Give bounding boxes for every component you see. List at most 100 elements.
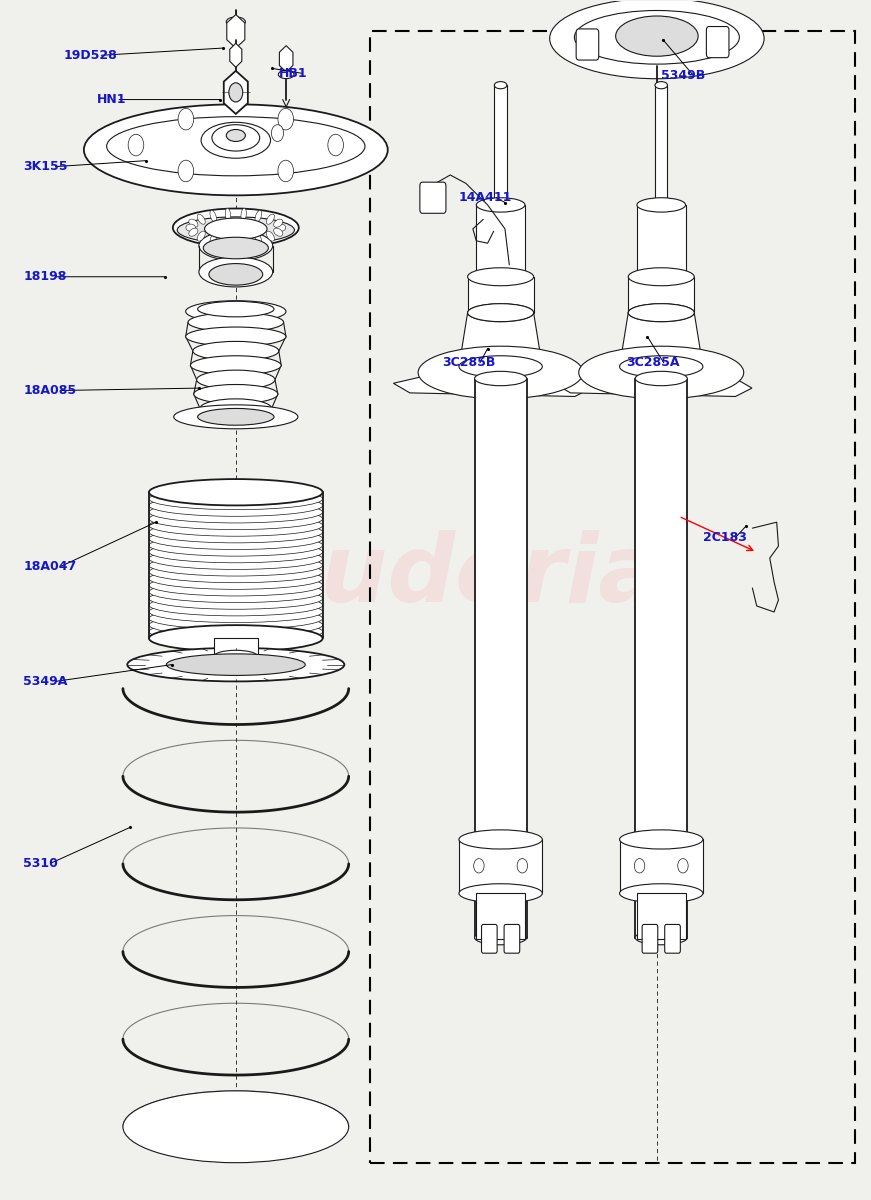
Polygon shape: [224, 71, 248, 114]
Ellipse shape: [418, 346, 583, 398]
Ellipse shape: [210, 210, 217, 222]
Bar: [214, 638, 258, 656]
Text: 18A047: 18A047: [24, 560, 77, 572]
Polygon shape: [230, 43, 242, 67]
Ellipse shape: [628, 268, 694, 286]
Polygon shape: [554, 366, 752, 396]
Ellipse shape: [197, 214, 206, 224]
Ellipse shape: [459, 830, 543, 850]
Ellipse shape: [197, 370, 275, 389]
Ellipse shape: [635, 371, 687, 385]
Ellipse shape: [166, 654, 305, 676]
Ellipse shape: [189, 220, 198, 227]
Ellipse shape: [241, 208, 246, 221]
Bar: [655, 85, 667, 205]
Ellipse shape: [197, 232, 206, 241]
Ellipse shape: [192, 341, 279, 360]
Ellipse shape: [475, 930, 527, 944]
Ellipse shape: [226, 130, 246, 142]
Text: scuderia: scuderia: [208, 530, 663, 622]
Ellipse shape: [241, 234, 246, 247]
FancyBboxPatch shape: [642, 924, 658, 953]
Polygon shape: [394, 366, 591, 396]
Ellipse shape: [149, 508, 322, 529]
Ellipse shape: [199, 230, 273, 260]
Ellipse shape: [267, 232, 274, 241]
Ellipse shape: [226, 17, 246, 26]
Ellipse shape: [127, 648, 344, 682]
Ellipse shape: [201, 122, 271, 158]
Ellipse shape: [149, 541, 322, 563]
Ellipse shape: [106, 116, 365, 176]
Ellipse shape: [628, 304, 694, 322]
Ellipse shape: [149, 515, 322, 536]
FancyBboxPatch shape: [665, 924, 680, 953]
Ellipse shape: [149, 554, 322, 576]
Ellipse shape: [619, 830, 703, 850]
Bar: [370, 31, 854, 1163]
Ellipse shape: [149, 628, 322, 649]
Bar: [476, 893, 525, 938]
Ellipse shape: [635, 930, 687, 944]
Ellipse shape: [550, 0, 764, 79]
Text: 19D528: 19D528: [64, 49, 118, 61]
Ellipse shape: [198, 408, 274, 425]
Circle shape: [517, 859, 528, 872]
Ellipse shape: [149, 488, 322, 510]
Ellipse shape: [205, 218, 267, 240]
Ellipse shape: [149, 528, 322, 550]
Ellipse shape: [273, 228, 283, 236]
Bar: [476, 205, 525, 277]
Circle shape: [474, 859, 484, 872]
Bar: [637, 893, 685, 938]
Ellipse shape: [149, 581, 322, 602]
Ellipse shape: [255, 233, 261, 245]
Ellipse shape: [149, 481, 322, 503]
Bar: [635, 378, 687, 937]
Ellipse shape: [637, 198, 685, 212]
Ellipse shape: [186, 301, 286, 323]
Polygon shape: [619, 313, 703, 366]
Ellipse shape: [203, 238, 268, 259]
Ellipse shape: [186, 224, 195, 232]
Ellipse shape: [619, 883, 703, 902]
Bar: [637, 205, 685, 277]
Ellipse shape: [276, 224, 286, 232]
Ellipse shape: [198, 301, 274, 317]
Bar: [468, 277, 534, 313]
Text: 3C285B: 3C285B: [442, 356, 496, 370]
Ellipse shape: [637, 270, 685, 284]
Ellipse shape: [186, 328, 286, 346]
Ellipse shape: [476, 198, 525, 212]
Ellipse shape: [149, 625, 322, 652]
Text: 18A085: 18A085: [24, 384, 77, 397]
Ellipse shape: [149, 588, 322, 610]
Circle shape: [278, 108, 294, 130]
Ellipse shape: [495, 82, 507, 89]
Ellipse shape: [574, 11, 739, 64]
Ellipse shape: [149, 620, 322, 642]
Text: 2C183: 2C183: [703, 532, 746, 545]
Bar: [495, 85, 507, 205]
Ellipse shape: [214, 650, 258, 662]
Ellipse shape: [149, 562, 322, 583]
Ellipse shape: [149, 607, 322, 629]
Ellipse shape: [149, 534, 322, 556]
Circle shape: [278, 161, 294, 181]
Ellipse shape: [655, 82, 667, 89]
Polygon shape: [280, 46, 293, 72]
Ellipse shape: [193, 384, 278, 403]
Ellipse shape: [495, 202, 507, 208]
Ellipse shape: [273, 220, 283, 227]
Circle shape: [178, 161, 193, 181]
Ellipse shape: [655, 202, 667, 208]
Circle shape: [678, 859, 688, 872]
Text: 5310: 5310: [24, 857, 58, 870]
Ellipse shape: [149, 614, 322, 636]
Ellipse shape: [468, 268, 534, 286]
FancyBboxPatch shape: [706, 26, 729, 58]
FancyBboxPatch shape: [504, 924, 520, 953]
Circle shape: [327, 134, 343, 156]
Ellipse shape: [279, 71, 294, 79]
FancyBboxPatch shape: [420, 182, 446, 214]
